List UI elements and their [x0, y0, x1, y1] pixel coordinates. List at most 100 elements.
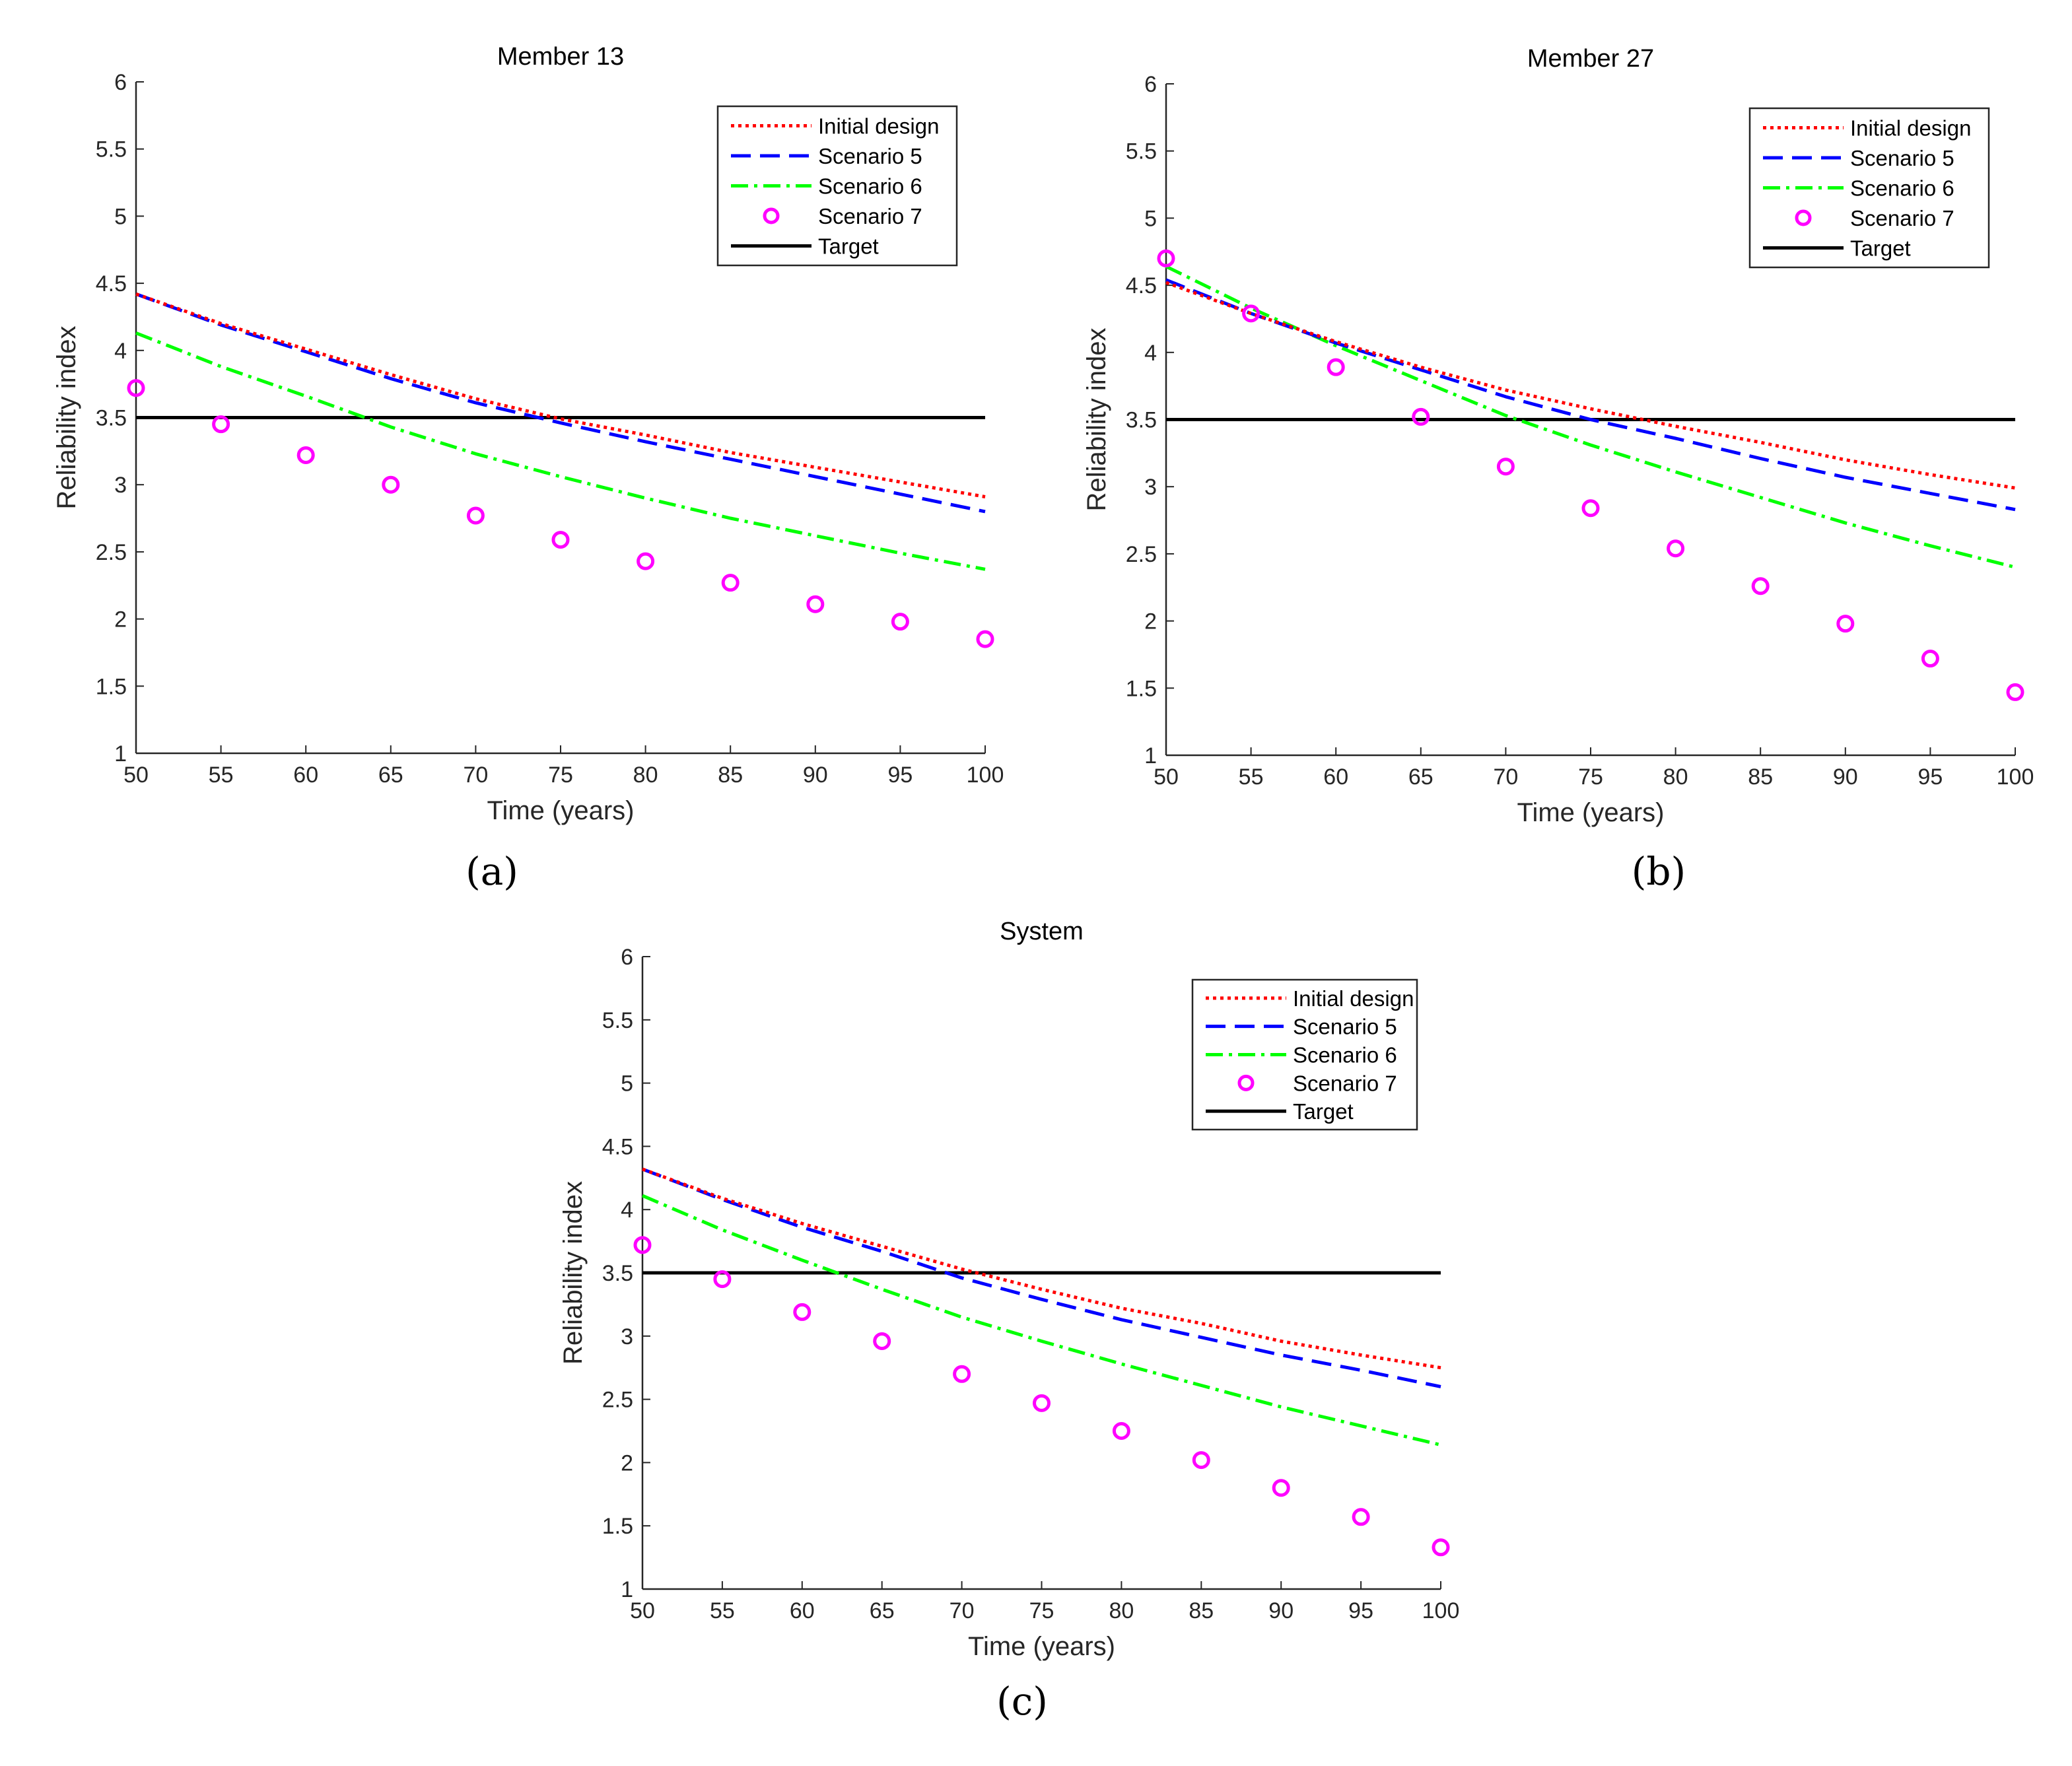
data-point	[2006, 683, 2024, 701]
x-tick-label: 90	[1833, 764, 1858, 790]
series-initial-design	[1165, 281, 2016, 490]
series-scenario-7	[633, 1236, 1450, 1557]
chart-title: Member 13	[497, 43, 624, 71]
x-tick-label: 50	[1154, 764, 1179, 790]
y-tick-label: 1	[621, 1577, 633, 1602]
y-axis-label: Reliability index	[559, 1181, 588, 1365]
x-axis-label: Time (years)	[487, 796, 635, 825]
x-tick-label: 100	[1997, 764, 2034, 790]
y-tick-label: 1.5	[96, 674, 127, 699]
series-line	[135, 292, 986, 514]
y-tick-label: 6	[114, 70, 127, 95]
panel-label: (c)	[996, 1679, 1048, 1724]
x-tick-label: 55	[710, 1598, 735, 1623]
legend-entry: Scenario 6	[818, 174, 922, 199]
x-tick-label: 95	[1348, 1598, 1373, 1623]
series-scenario-7	[1157, 249, 2024, 701]
x-tick-label: 55	[209, 763, 234, 788]
y-tick-label: 2	[1144, 609, 1157, 634]
data-point	[976, 630, 994, 648]
series-scenario-6	[1165, 265, 2016, 569]
y-tick-label: 3	[621, 1324, 633, 1349]
y-tick-label: 3	[1144, 475, 1157, 500]
y-tick-label: 5.5	[602, 1008, 633, 1033]
x-tick-label: 60	[790, 1598, 815, 1623]
y-tick-label: 2.5	[1126, 542, 1157, 567]
x-tick-label: 75	[1578, 764, 1603, 790]
series-line	[135, 292, 986, 498]
panel-label: (b)	[1632, 849, 1686, 894]
legend-marker	[763, 207, 780, 224]
y-tick-label: 4	[114, 339, 127, 364]
legend-entry: Scenario 5	[818, 144, 922, 168]
y-tick-label: 2	[621, 1450, 633, 1476]
x-tick-label: 70	[463, 763, 488, 788]
x-tick-label: 50	[630, 1598, 655, 1623]
x-tick-label: 70	[950, 1598, 975, 1623]
data-point	[212, 415, 230, 434]
y-axis-label: Reliability index	[52, 326, 81, 510]
chart-title: System	[1000, 918, 1084, 945]
y-tick-label: 2	[114, 607, 127, 632]
data-point	[1192, 1451, 1210, 1470]
series-scenario-7	[127, 379, 994, 648]
x-tick-label: 90	[1268, 1598, 1294, 1623]
series-line	[642, 1167, 1441, 1370]
data-point	[1327, 358, 1345, 376]
x-tick-label: 65	[378, 763, 403, 788]
y-tick-label: 4.5	[1126, 273, 1157, 298]
y-tick-label: 3	[114, 473, 127, 498]
data-point	[466, 506, 485, 525]
data-point	[1432, 1538, 1450, 1557]
series-scenario-5	[1165, 278, 2016, 512]
y-tick-label: 1.5	[602, 1514, 633, 1539]
x-tick-label: 85	[1748, 764, 1773, 790]
x-axis-label: Time (years)	[1517, 798, 1665, 827]
y-tick-label: 4.5	[96, 271, 127, 296]
x-axis-label: Time (years)	[968, 1632, 1115, 1661]
data-point	[1033, 1394, 1051, 1412]
legend: Initial design Scenario 5 Scenario 6 Scenar…	[1191, 978, 1418, 1131]
legend-box	[716, 105, 958, 267]
y-tick-label: 6	[1144, 72, 1157, 97]
x-tick-label: 85	[718, 763, 743, 788]
y-tick-label: 5	[621, 1071, 633, 1097]
legend-entry: Initial design	[1293, 986, 1414, 1011]
series-scenario-6	[642, 1194, 1441, 1447]
data-point	[1272, 1479, 1290, 1497]
data-point	[633, 1236, 652, 1254]
legend: Initial design Scenario 5 Scenario 6 Scenar…	[716, 105, 958, 267]
x-tick-label: 55	[1239, 764, 1264, 790]
data-point	[1751, 577, 1770, 595]
series-line	[642, 1194, 1441, 1447]
data-point	[551, 531, 570, 549]
chart-panel-1: 1 1.5 2 2.5 3 3.5 4 4.5 5 5.5 6 50 55 60 65 70 75 80 85 90 9…	[52, 43, 1004, 894]
data-point	[713, 1270, 732, 1289]
x-tick-label: 80	[633, 763, 658, 788]
data-point	[1157, 249, 1175, 267]
data-point	[793, 1303, 812, 1321]
legend-entry: Initial design	[1850, 116, 1971, 141]
data-point	[721, 574, 740, 592]
data-point	[1581, 499, 1600, 518]
data-point	[1242, 304, 1260, 323]
data-point	[1836, 615, 1855, 633]
y-tick-label: 4	[621, 1198, 633, 1223]
panel-label: (a)	[466, 849, 518, 894]
series-line	[1165, 278, 2016, 512]
chart-title: Member 27	[1527, 45, 1654, 73]
legend-marker	[1237, 1074, 1255, 1091]
legend: Initial design Scenario 5 Scenario 6 Scenar…	[1748, 107, 1990, 269]
y-tick-label: 4	[1144, 341, 1157, 366]
data-point	[637, 552, 655, 570]
y-tick-label: 5.5	[96, 137, 127, 162]
x-tick-label: 75	[1029, 1598, 1054, 1623]
series-initial-design	[642, 1167, 1441, 1370]
series-scenario-5	[642, 1167, 1441, 1388]
y-tick-label: 4.5	[602, 1134, 633, 1159]
y-axis-label: Reliability index	[1082, 328, 1111, 512]
data-point	[1412, 407, 1430, 426]
legend-entry: Target	[1850, 236, 1911, 260]
data-point	[1352, 1508, 1370, 1526]
